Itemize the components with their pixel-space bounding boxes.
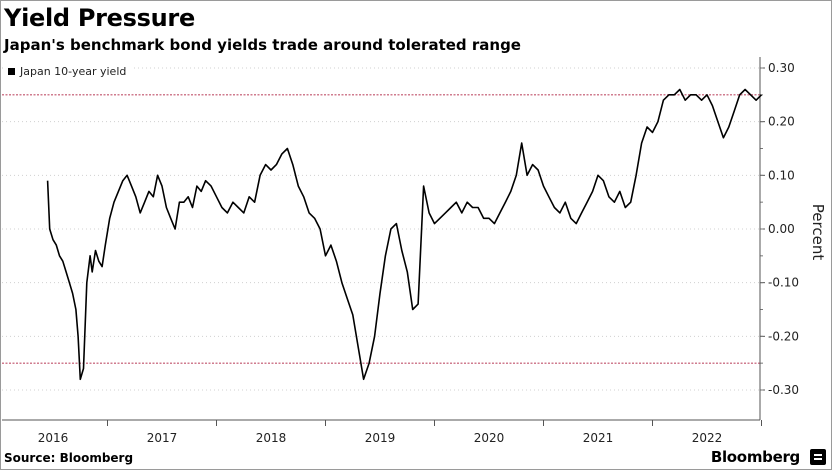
source-note: Source: Bloomberg — [4, 451, 134, 465]
y-tick-label: -0.10 — [768, 276, 799, 290]
reference-lines — [2, 94, 760, 364]
x-tick-label: 2021 — [583, 431, 614, 445]
x-tick-label: 2018 — [256, 431, 287, 445]
axes — [2, 57, 765, 426]
y-tick-label: 0.20 — [768, 115, 795, 129]
grid-lines — [2, 67, 760, 391]
y-tick-label: -0.30 — [768, 383, 799, 397]
x-tick-label: 2022 — [692, 431, 723, 445]
x-tick-label: 2016 — [38, 431, 69, 445]
legend: Japan 10-year yield — [4, 60, 133, 82]
y-tick-label: 0.10 — [768, 168, 795, 182]
y-tick-label: -0.20 — [768, 329, 799, 343]
chart-title: Yield Pressure — [4, 4, 195, 32]
series-layer — [46, 88, 763, 381]
x-tick-label: 2017 — [147, 431, 178, 445]
chart-subtitle: Japan's benchmark bond yields trade arou… — [4, 36, 521, 54]
bloomberg-terminal-icon — [810, 449, 826, 465]
series-line-japan-10-year-yield — [46, 88, 763, 381]
tick-labels: 0.30 0.20 0.10 0.00 -0.10 -0.20 -0.30 Percent 20… — [38, 61, 827, 445]
x-tick-label: 2020 — [474, 431, 505, 445]
y-tick-label: 0.30 — [768, 61, 795, 75]
legend-swatch — [8, 67, 15, 75]
legend-label: Japan 10-year yield — [20, 64, 127, 78]
y-axis-title: Percent — [809, 204, 827, 261]
x-tick-label: 2019 — [365, 431, 396, 445]
bloomberg-logo: Bloomberg — [710, 448, 800, 466]
y-tick-label: 0.00 — [768, 222, 795, 236]
